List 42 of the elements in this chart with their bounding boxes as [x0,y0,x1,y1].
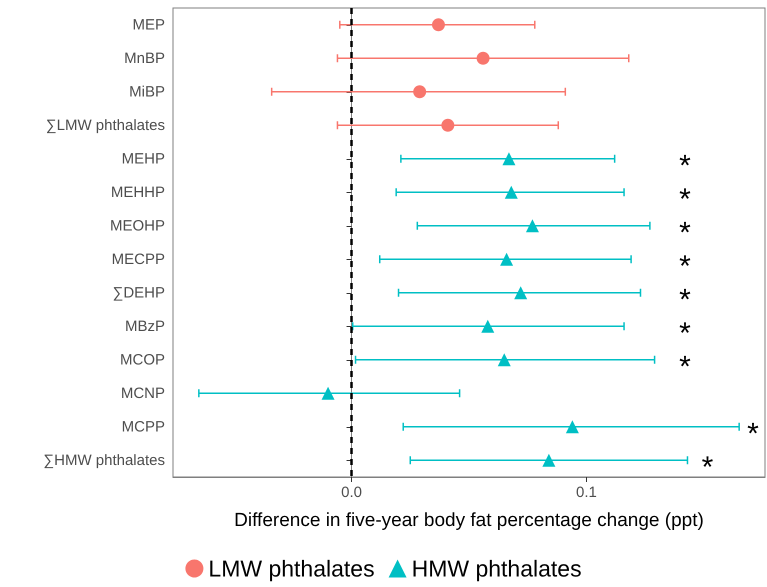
y-tick-label: ∑LMW phthalates [46,116,165,134]
annotation: * [747,417,760,450]
y-tick-label: MiBP [129,83,165,100]
y-tick-label: ∑DEHP [112,284,165,302]
point [566,420,579,434]
y-tick-label: MECPP [112,250,165,268]
annotation: * [679,216,692,250]
y-tick-label: MEHP [122,150,165,168]
annotation: * [679,316,692,350]
y-tick-label: ∑HMW phthalates [43,452,165,469]
y-tick-label: MCPP [122,418,165,436]
annotation: * [679,182,692,216]
point [514,286,528,300]
legend-label: HMW phthalates [412,556,582,582]
point [504,186,518,199]
x-axis-title: Difference in five-year body fat percentage change (ppt) [234,510,704,531]
point [502,152,516,166]
y-tick-label: MCOP [120,351,165,368]
point [413,85,426,98]
annotation: * [702,450,714,484]
point [432,18,445,32]
point [542,454,556,467]
y-tick-label: MnBP [124,50,165,67]
point [500,252,514,266]
point [498,353,511,366]
x-tick-label: 0.1 [576,484,597,501]
annotation: * [679,283,692,316]
point [481,320,494,333]
annotation: * [679,250,692,283]
point [526,219,539,232]
annotation: * [679,149,692,182]
legend-label: LMW phthalates [208,556,375,582]
y-tick-label: MEHHP [110,184,165,201]
y-tick-label: MCNP [120,384,165,402]
y-tick-label: MBzP [124,318,165,335]
point [476,52,490,65]
y-tick-label: MEP [132,16,165,34]
point [322,386,335,400]
x-tick-label: 0.0 [341,484,362,501]
y-tick-label: MEOHP [110,217,165,234]
annotation: * [679,350,692,384]
point [441,118,454,132]
